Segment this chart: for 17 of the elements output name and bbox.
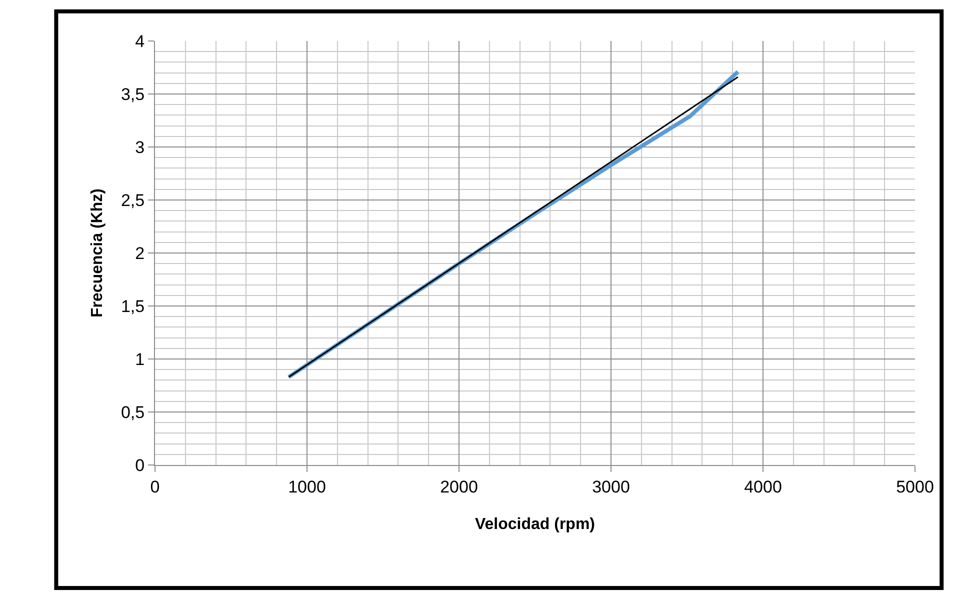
- y-tick-label: 3,5: [120, 84, 145, 104]
- y-tick-label: 1,5: [120, 296, 145, 316]
- x-axis-title: Velocidad (rpm): [474, 516, 596, 534]
- x-tick-label: 3000: [592, 477, 630, 496]
- y-tick-label: 0,5: [120, 402, 145, 422]
- x-tick-label: 1000: [288, 477, 326, 496]
- y-axis-title: Frecuencia (Khz): [88, 188, 106, 318]
- y-tick-label: 2,5: [120, 190, 145, 210]
- y-tick-label: 3: [135, 138, 145, 157]
- y-tick-label: 4: [135, 32, 145, 51]
- x-tick-label: 5000: [896, 477, 934, 496]
- y-tick-label: 2: [135, 244, 145, 263]
- x-tick-label: 0: [150, 477, 160, 496]
- x-tick-label: 4000: [744, 477, 782, 496]
- y-tick-label: 1: [135, 350, 145, 369]
- y-tick-label: 0: [135, 456, 145, 475]
- x-tick-label: 2000: [440, 477, 478, 496]
